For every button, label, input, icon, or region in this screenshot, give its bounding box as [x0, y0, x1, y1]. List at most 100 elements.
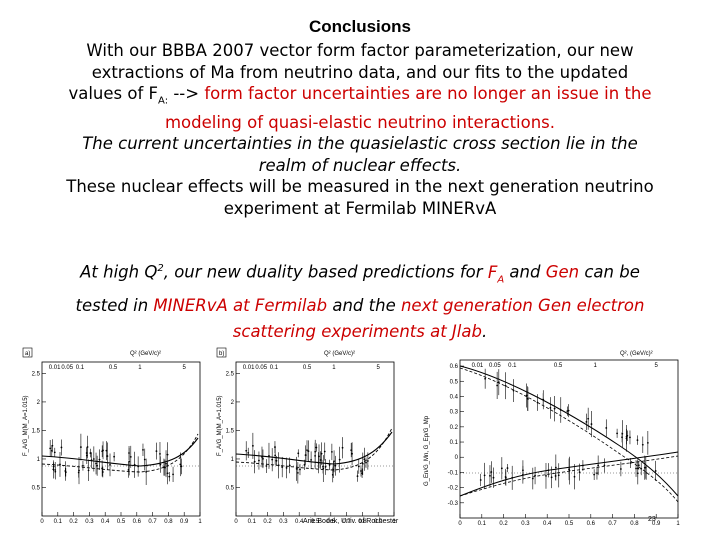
- x-tick-label: 0.2: [499, 521, 508, 527]
- x-tick-label: 0.9: [180, 519, 189, 525]
- data-point: [318, 455, 320, 458]
- text-line: values of FA: --> form factor uncertaint…: [68, 84, 652, 107]
- text-line: tested in MINERvA at Fermilab and the ne…: [75, 295, 645, 315]
- data-point: [262, 457, 264, 460]
- data-point: [155, 450, 158, 453]
- y-tick-label: 0.5: [450, 379, 459, 385]
- data-point: [297, 452, 300, 455]
- gen-curve-dashed: [459, 455, 679, 497]
- y-tick-label: 1: [231, 457, 235, 463]
- data-point: [64, 470, 67, 472]
- data-point: [484, 377, 487, 380]
- data-point: [554, 466, 557, 469]
- fit-curve-solid: [235, 431, 393, 465]
- y-tick-label: 0.3: [450, 410, 459, 416]
- y-axis-label: G_En/G_Mn, G_Ep/G_Mp: [424, 415, 430, 486]
- x-tick-label: 1: [198, 519, 202, 525]
- data-point: [557, 474, 560, 477]
- x-tick-label: 0.7: [148, 519, 157, 525]
- fit-curve-dashed: [235, 427, 393, 471]
- data-point: [319, 459, 322, 461]
- y-axis-label: F_A/G_M(M_A=1.015): [23, 395, 29, 456]
- data-point: [550, 476, 553, 479]
- data-point: [567, 409, 570, 412]
- data-point: [365, 461, 367, 464]
- y-ticks: 0.5 1 1.5 2 2.5: [32, 371, 46, 491]
- x-tick-label: 0.9: [374, 519, 383, 525]
- y-tick-label: 2.5: [226, 371, 235, 377]
- top-tick-label: 0.1: [508, 363, 517, 369]
- fit-curve-dashed: [41, 433, 199, 473]
- plot-fa-b: b) Q² (GeV/c)² F_A/G_M(M_A=1.015) 0.5 1 1.…: [214, 346, 399, 526]
- x-tick-label: 0.2: [263, 519, 272, 525]
- data-point: [179, 463, 182, 466]
- data-point: [165, 462, 167, 465]
- x-tick-label: 0.5: [565, 521, 574, 527]
- data-point: [573, 475, 576, 478]
- plot-frame: [235, 361, 395, 517]
- footer-page-number: 23: [648, 516, 656, 523]
- data-point: [172, 473, 174, 476]
- x-tick-label: 0.3: [85, 519, 94, 525]
- data-point: [597, 464, 600, 467]
- data-point: [274, 454, 277, 457]
- data-point: [54, 469, 57, 471]
- x-tick-label: 0.4: [295, 519, 304, 525]
- x-tick-label: 0.8: [630, 521, 639, 527]
- x-tick-label: 0.2: [69, 519, 78, 525]
- data-point: [585, 421, 588, 423]
- data-point: [275, 459, 278, 462]
- data-point: [60, 446, 63, 449]
- x-tick-label: 0.7: [342, 519, 351, 525]
- conclusions-paragraph: With our BBBA 2007 vector form factor pa…: [0, 40, 720, 219]
- data-point: [506, 467, 509, 469]
- data-points: [245, 432, 369, 484]
- data-point: [654, 470, 657, 472]
- plot-frame: [41, 361, 201, 517]
- data-points: [479, 368, 657, 490]
- x-tick-label: 0.8: [164, 519, 173, 525]
- text-line: The current uncertainties in the quasiel…: [82, 134, 638, 154]
- top-axis-label: Q² (GeV/c)²: [130, 351, 161, 357]
- y-ticks: -0.3 -0.2 -0.1 0 0.1 0.2 0.3 0.4 0.5 0.6: [448, 364, 464, 507]
- x-tick-label: 0.3: [279, 519, 288, 525]
- y-tick-label: 2: [231, 400, 235, 406]
- data-point: [553, 407, 556, 410]
- data-point: [500, 467, 503, 470]
- data-point: [522, 469, 524, 472]
- top-tick-label: 0.01: [472, 363, 484, 369]
- text-line: These nuclear effects will be measured i…: [66, 177, 654, 197]
- data-point: [49, 447, 52, 450]
- top-axis-label: Q², (GeV/c)²: [620, 351, 653, 357]
- data-point: [603, 464, 606, 467]
- data-point: [351, 452, 353, 455]
- panel-label: b): [219, 351, 224, 357]
- x-tick-label: 0.6: [587, 521, 596, 527]
- x-tick-label: 0.8: [358, 519, 367, 525]
- data-point: [180, 465, 183, 468]
- text-line: scattering experiments at Jlab.: [232, 321, 488, 341]
- data-point: [245, 449, 248, 452]
- top-tick-label: 0.5: [303, 365, 312, 371]
- x-tick-label: 0.4: [543, 521, 552, 527]
- data-point: [323, 450, 326, 453]
- data-point: [616, 432, 618, 435]
- gep-curve-dashed: [459, 367, 679, 503]
- data-point: [247, 451, 250, 454]
- data-point: [492, 476, 495, 479]
- text-line: experiment at Fermilab MINERvA: [223, 198, 497, 218]
- data-point: [643, 466, 646, 469]
- data-point: [166, 472, 169, 475]
- y-tick-label: 0: [455, 455, 459, 461]
- data-point: [98, 458, 101, 461]
- page-title: Conclusions: [308, 17, 411, 36]
- top-tick-label: 0.05: [489, 363, 501, 369]
- data-point: [363, 458, 366, 461]
- x-tick-label: 0.6: [327, 519, 336, 525]
- y-axis-label: F_A/G_M(M_A=1.015): [217, 395, 223, 456]
- x-tick-label: 0.1: [54, 519, 63, 525]
- data-point: [490, 471, 493, 473]
- data-point: [166, 453, 169, 456]
- x-tick-label: 0: [458, 521, 462, 527]
- fit-curve-solid: [41, 437, 199, 467]
